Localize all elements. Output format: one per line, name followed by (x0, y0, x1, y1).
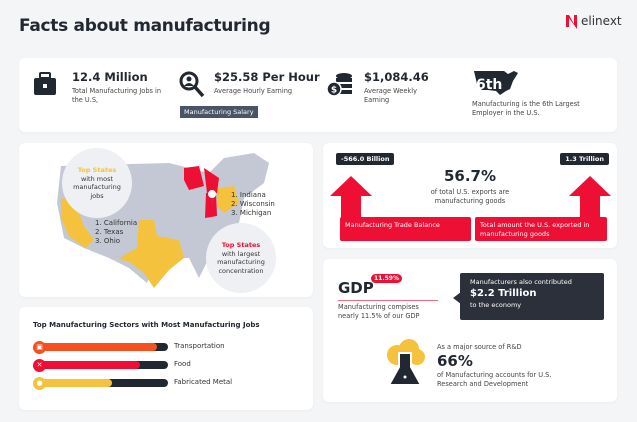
trade-balance-label: Manufacturing Trade Balance (340, 217, 471, 241)
concentration-bubble: Top States with largest manufacturing co… (206, 223, 276, 293)
gdp-text: Manufacturing compises nearly 11.5% of o… (338, 303, 420, 320)
bus-icon: ▣ (33, 340, 46, 354)
list-item: 2. Texas (95, 228, 124, 236)
state-wisconsin (184, 166, 204, 190)
sector-bar (35, 379, 168, 387)
stat-hourly-value: $25.58 Per Hour (214, 70, 320, 84)
callout-bottom: to the economy (470, 301, 522, 309)
callout-pointer (453, 292, 461, 304)
stat-jobs-label: Total Manufacturing Jobs in the U.S, (72, 87, 162, 104)
economy-callout: Manufacturers also contributed $2.2 Tril… (460, 273, 604, 320)
svg-text:$: $ (331, 86, 337, 96)
exports-card: -566.0 Billion 1.3 Trillion Manufacturin… (323, 143, 617, 248)
sector-label: Food (174, 360, 191, 368)
arrow-up-icon (330, 176, 372, 241)
list-item: 2. Wisconsin (231, 200, 275, 208)
sector-bar (35, 343, 168, 351)
search-person-icon (179, 71, 205, 98)
list-item: 1. Indiana (231, 191, 266, 199)
trade-balance-value: -566.0 Billion (336, 153, 395, 165)
divider (338, 300, 438, 301)
gear-icon: ● (33, 376, 46, 390)
exports-total-value: 1.3 Trillion (560, 153, 609, 165)
gdp-badge: 11.59% (371, 274, 402, 283)
map-card: Top States with most manufacturing jobs … (19, 143, 313, 297)
logo: elinext (565, 12, 622, 30)
rd-text: of Manufacturing accounts for U.S. Resea… (437, 371, 552, 388)
elinext-logo-icon (566, 15, 577, 29)
stat-weekly-value: $1,084.46 (364, 70, 429, 84)
sector-bar-fill (35, 361, 141, 369)
stat-rank-label: Manufacturing is the 6th Largest Employe… (472, 100, 580, 117)
logo-text: elinext (581, 14, 622, 28)
stat-weekly-label: Average Weekly Earning (364, 87, 417, 104)
stat-jobs-value: 12.4 Million (72, 70, 148, 84)
concentration-heading: Top States (221, 241, 261, 249)
rank-label: 6th (476, 77, 502, 93)
state-ohio (217, 186, 239, 213)
coins-icon: $ (326, 73, 352, 97)
state-indiana (205, 193, 217, 218)
state-california (61, 198, 94, 248)
exports-total-label: Total amount the U.S. exported in manufa… (475, 217, 607, 241)
stats-card: 12.4 Million Total Manufacturing Jobs in… (19, 58, 617, 132)
sectors-card: Top Manufacturing Sectors with Most Manu… (19, 307, 313, 410)
briefcase-icon (34, 72, 56, 95)
exports-percent: 56.7% (443, 167, 497, 185)
most-jobs-list: 1. California 2. Texas 3. Ohio (95, 219, 137, 246)
concentration-list: 1. Indiana 2. Wisconsin 3. Michigan (231, 191, 275, 218)
stat-hourly-label: Average Hourly Earning (214, 87, 293, 95)
sector-label: Fabricated Metal (174, 378, 233, 386)
gdp-card: GDP 11.59% Manufacturing compises nearly… (323, 259, 617, 402)
most-jobs-text: with most manufacturing jobs (73, 174, 121, 200)
pin-icon (208, 190, 217, 208)
sectors-title: Top Manufacturing Sectors with Most Manu… (33, 321, 260, 329)
sector-bar-fill (35, 343, 158, 351)
state-michigan (204, 168, 219, 193)
rd-intro: As a major source of R&D (437, 343, 522, 351)
concentration-text: with largest manufacturing concentration (217, 249, 265, 275)
page-title: Facts about manufacturing (19, 16, 271, 36)
us-map-icon: 6th (474, 71, 518, 95)
state-texas (119, 220, 184, 288)
list-item: 3. Ohio (95, 237, 121, 245)
most-jobs-heading: Top States (77, 166, 117, 174)
utensils-icon: ✕ (33, 358, 46, 372)
exports-percent-text: of total U.S. exports are manufacturing … (430, 188, 510, 205)
sector-bar-fill (35, 379, 113, 387)
rd-value: 66% (437, 352, 473, 370)
gdp-title: GDP (338, 279, 374, 297)
list-item: 3. Michigan (231, 209, 272, 217)
callout-top: Manufacturers also contributed (470, 278, 572, 286)
list-item: 1. California (95, 219, 138, 227)
callout-value: $2.2 Trillion (470, 288, 537, 299)
manufacturing-salary-tag: Manufacturing Salary (180, 106, 258, 118)
sector-bar (35, 361, 168, 369)
arrow-up-icon (569, 176, 611, 241)
sector-label: Transportation (174, 342, 225, 350)
cloud-flask-icon (387, 339, 425, 386)
most-jobs-bubble: Top States with most manufacturing jobs (62, 148, 132, 218)
